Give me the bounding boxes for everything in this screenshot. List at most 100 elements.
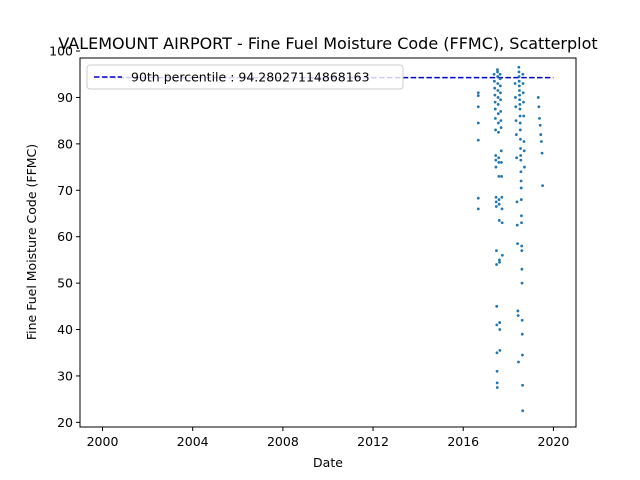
y-tick-label: 40	[57, 322, 73, 337]
data-point	[538, 116, 541, 120]
data-point	[494, 205, 498, 208]
data-point	[515, 223, 519, 227]
y-tick: 100	[49, 44, 80, 59]
y-tick: 50	[57, 276, 80, 291]
data-point	[517, 75, 521, 78]
data-point	[493, 107, 497, 111]
data-point	[496, 70, 499, 74]
data-point	[519, 179, 523, 183]
data-point	[519, 137, 522, 141]
data-point	[495, 323, 499, 327]
data-point	[494, 158, 498, 162]
x-tick-label: 2020	[538, 434, 570, 449]
data-point	[519, 198, 523, 201]
data-point	[522, 149, 526, 153]
data-point	[518, 107, 522, 111]
legend: 90th percentile : 94.28027114868163	[86, 64, 404, 90]
data-point	[515, 156, 519, 160]
data-point	[493, 79, 496, 83]
data-point	[521, 383, 524, 387]
data-point	[497, 130, 500, 134]
data-point	[522, 140, 526, 143]
x-tick-label: 2000	[87, 434, 119, 449]
data-point	[496, 103, 500, 106]
data-point	[521, 91, 525, 95]
data-point	[497, 121, 500, 125]
chart-title: VALEMOUNT AIRPORT - Fine Fuel Moisture C…	[58, 34, 597, 53]
data-point	[496, 68, 499, 72]
data-point	[519, 158, 523, 162]
data-point	[518, 98, 522, 102]
data-point	[497, 219, 501, 222]
data-point	[539, 140, 543, 143]
data-point	[494, 195, 498, 199]
data-point	[517, 65, 521, 69]
data-point	[500, 207, 504, 211]
y-tick: 90	[57, 90, 80, 105]
data-point	[476, 196, 480, 200]
data-point	[476, 207, 480, 211]
data-point	[540, 151, 544, 155]
data-point	[495, 249, 498, 253]
x-axis: 2000 2004 2008 2012 2016 2020	[87, 427, 570, 449]
data-point	[513, 96, 517, 99]
plot-area	[79, 57, 577, 428]
data-point	[496, 112, 500, 116]
data-point	[519, 170, 523, 174]
data-point	[498, 258, 501, 262]
data-point	[497, 198, 501, 201]
y-tick: 70	[57, 183, 80, 198]
data-point	[517, 84, 521, 88]
data-point	[499, 91, 502, 95]
y-tick: 80	[57, 136, 80, 151]
y-tick-label: 90	[57, 90, 73, 105]
data-points	[476, 65, 545, 413]
y-tick-label: 20	[57, 415, 73, 430]
data-point	[499, 126, 503, 130]
data-point	[476, 91, 480, 95]
data-point	[499, 98, 502, 102]
data-point	[497, 156, 501, 160]
data-point	[518, 93, 521, 97]
data-point	[493, 93, 497, 97]
y-tick: 20	[57, 415, 80, 430]
data-point	[495, 304, 499, 308]
data-point	[521, 409, 525, 413]
data-point	[519, 186, 523, 190]
data-point	[476, 105, 480, 109]
data-point	[518, 128, 522, 132]
data-point	[517, 360, 520, 364]
y-tick-label: 30	[57, 368, 73, 383]
data-point	[499, 119, 503, 123]
data-point	[514, 133, 518, 136]
data-point	[498, 328, 502, 331]
data-point	[520, 249, 524, 253]
data-point	[541, 184, 545, 188]
data-point	[497, 202, 501, 206]
data-point	[520, 318, 524, 322]
data-point	[518, 121, 522, 125]
x-tick: 2016	[447, 427, 479, 449]
x-tick-label: 2008	[267, 434, 299, 449]
data-point	[500, 195, 504, 199]
data-point	[498, 72, 502, 76]
data-point	[519, 147, 522, 150]
data-point	[498, 260, 501, 264]
data-point	[518, 103, 522, 106]
data-point	[500, 174, 504, 178]
data-point	[494, 165, 498, 169]
data-point	[538, 123, 542, 127]
data-point	[476, 138, 480, 142]
data-point	[539, 133, 543, 136]
data-point	[521, 82, 525, 85]
x-tick: 2004	[177, 427, 209, 449]
x-axis-label: Date	[313, 455, 343, 470]
data-point	[516, 314, 520, 318]
data-point	[520, 221, 523, 225]
data-point	[498, 349, 502, 352]
data-point	[493, 100, 497, 104]
data-point	[520, 332, 524, 336]
data-point	[521, 72, 525, 76]
data-point	[498, 321, 502, 324]
data-point	[521, 353, 524, 357]
